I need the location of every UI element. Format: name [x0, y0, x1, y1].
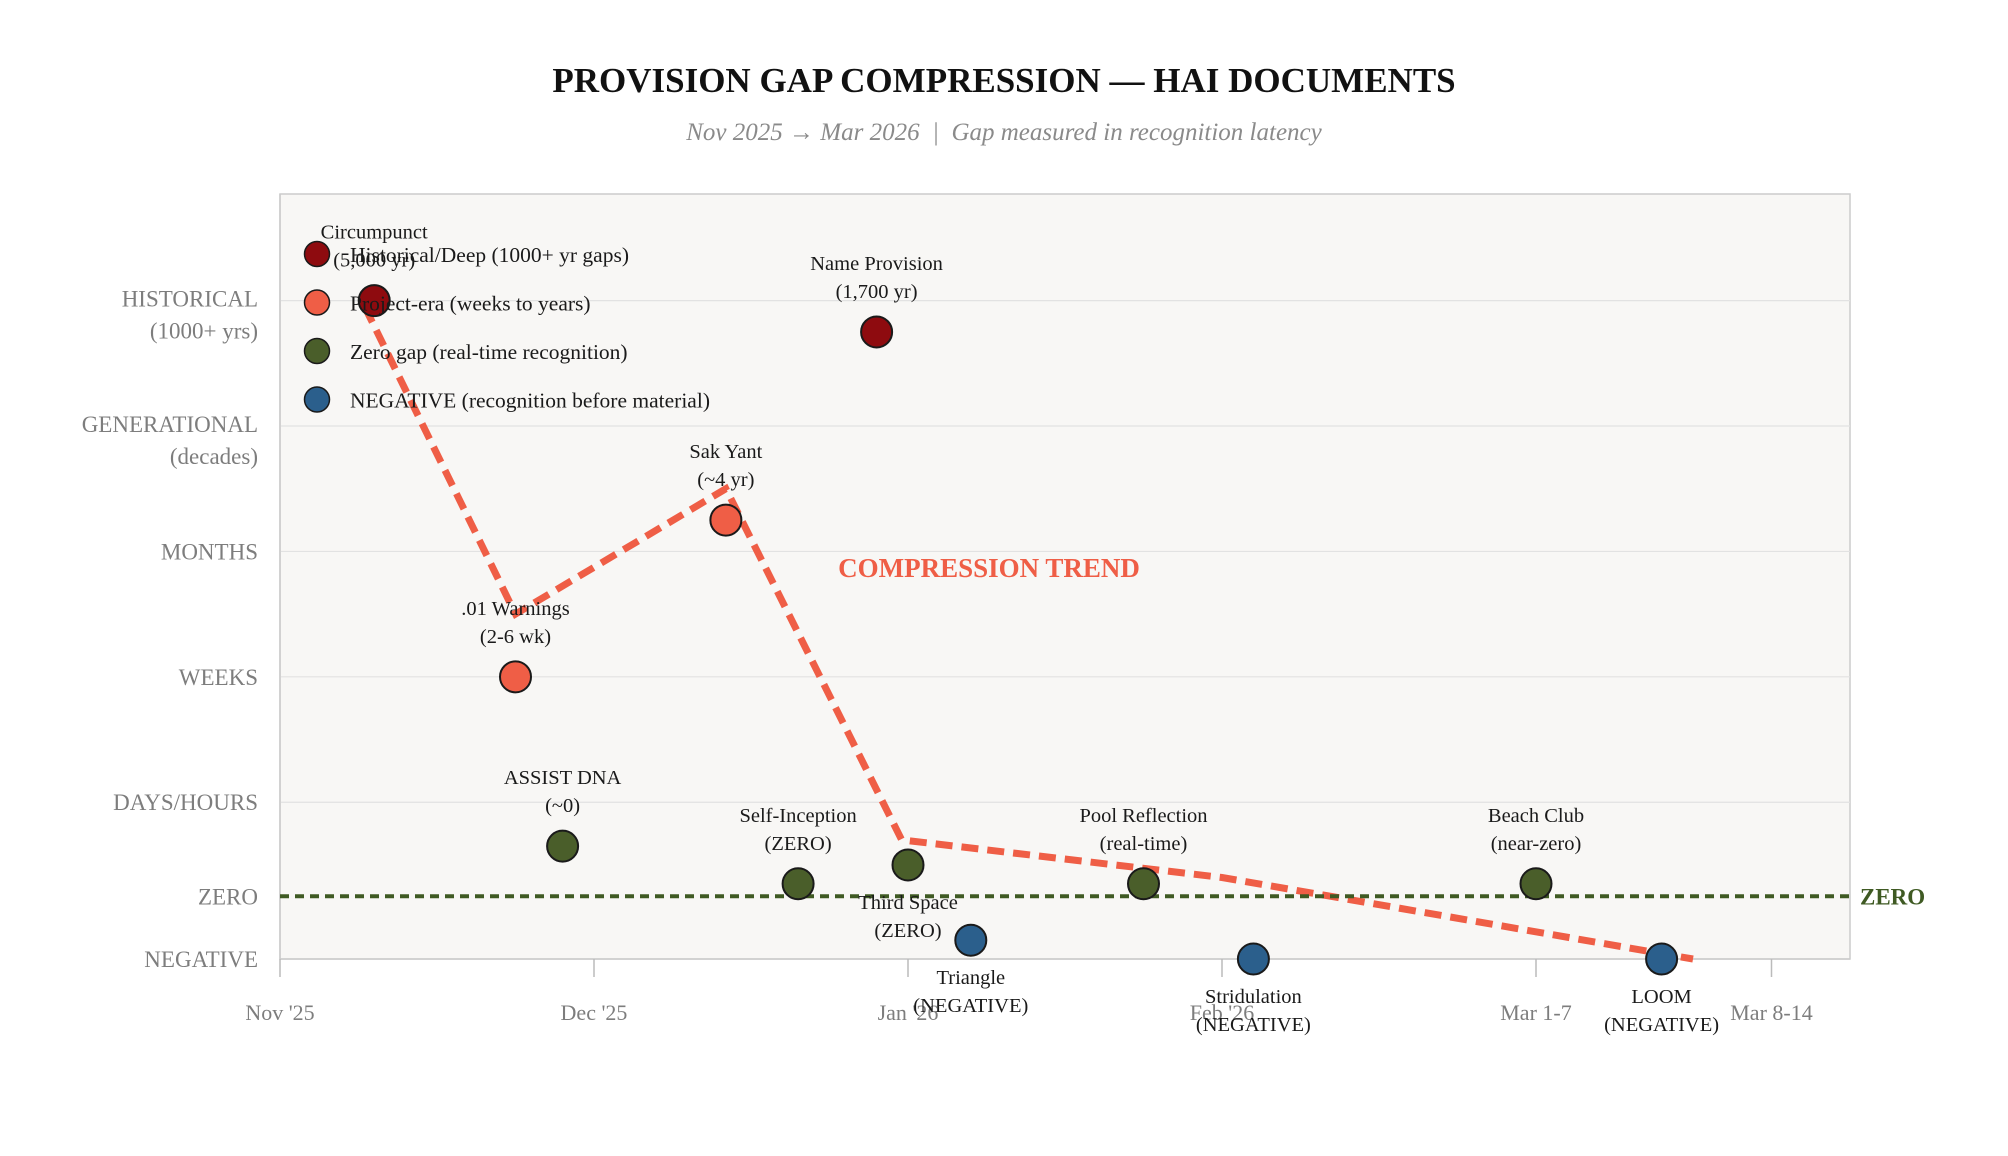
- y-tick-label: NEGATIVE: [144, 947, 258, 972]
- data-point: [1645, 942, 1679, 976]
- data-point: [781, 867, 815, 901]
- data-point: [1236, 942, 1270, 976]
- data-point: [1519, 867, 1553, 901]
- x-tick-label: Dec '25: [561, 1000, 628, 1025]
- zero-line-label: ZERO: [1860, 884, 1925, 909]
- data-points: [357, 284, 1679, 976]
- x-tick-label: Nov '25: [245, 1000, 314, 1025]
- y-tick-label: MONTHS: [161, 539, 258, 564]
- legend-swatch: [303, 337, 331, 365]
- data-point: [499, 660, 532, 694]
- legend-swatch: [303, 240, 331, 268]
- point-sublabel: (5,000 yr): [333, 250, 415, 272]
- point-sublabel: (ZERO): [765, 833, 832, 855]
- legend-entry-label: Project-era (weeks to years): [350, 292, 591, 316]
- y-tick-sublabel: (1000+ yrs): [150, 319, 258, 344]
- data-point: [860, 315, 894, 349]
- x-tick-label: Jan '26: [878, 1000, 939, 1025]
- legend-swatch: [303, 386, 331, 413]
- point-sublabel: (2-6 wk): [480, 626, 551, 648]
- point-label: Stridulation: [1205, 986, 1302, 1008]
- plot-area: [279, 193, 1851, 960]
- chart-title: PROVISION GAP COMPRESSION — HAI DOCUMENT…: [552, 61, 1455, 100]
- data-point: [357, 284, 391, 318]
- x-tick-label: Feb '26: [1190, 1000, 1254, 1025]
- point-label: Third Space: [858, 892, 958, 914]
- y-tick-label: HISTORICAL: [122, 287, 258, 312]
- y-tick-label: ZERO: [198, 884, 258, 909]
- point-label: Sak Yant: [689, 441, 762, 463]
- legend-entry-label: Historical/Deep (1000+ yr gaps): [350, 243, 629, 267]
- legend-swatch: [303, 289, 331, 316]
- x-tick-label: Mar 8-14: [1730, 1000, 1812, 1025]
- point-label: .01 Warnings: [461, 598, 569, 620]
- point-sublabel: (NEGATIVE): [1196, 1014, 1311, 1036]
- point-sublabel: (near-zero): [1491, 833, 1582, 855]
- data-point: [546, 829, 580, 863]
- y-tick-label: GENERATIONAL: [82, 412, 258, 437]
- data-point: [709, 503, 743, 537]
- data-point: [891, 848, 925, 882]
- point-labels: Circumpunct (5,000 yr) Name Provision (1,70…: [321, 222, 1719, 1036]
- compression-trend-line: [361, 305, 1694, 963]
- point-label: Circumpunct: [321, 222, 428, 244]
- point-sublabel: (~4 yr): [697, 469, 754, 491]
- point-label: Pool Reflection: [1079, 805, 1207, 827]
- y-tick-sublabel: (decades): [170, 444, 258, 469]
- x-tick-label: Mar 1-7: [1500, 1000, 1571, 1025]
- zero-line-group: ZERO: [280, 884, 1925, 909]
- point-sublabel: (ZERO): [874, 920, 941, 942]
- point-sublabel: (NEGATIVE): [1604, 1014, 1719, 1036]
- trend-line-group: COMPRESSION TREND: [361, 305, 1694, 963]
- point-label: ASSIST DNA: [504, 767, 622, 789]
- point-sublabel: (NEGATIVE): [913, 995, 1028, 1017]
- data-point: [1127, 867, 1160, 901]
- point-sublabel: (1,700 yr): [836, 281, 918, 303]
- axes: Nov '25 Dec '25 Jan '26 Feb '26 Mar 1-7 Mar 8…: [82, 194, 1850, 1025]
- chart-subtitle: Nov 2025 → Mar 2026 | Gap measured in re…: [685, 119, 1322, 146]
- point-label: Self-Inception: [739, 805, 856, 827]
- point-label: Triangle: [936, 967, 1005, 989]
- gridlines: [280, 299, 1850, 803]
- compression-trend-label: COMPRESSION TREND: [838, 553, 1140, 583]
- legend: Historical/Deep (1000+ yr gaps) Project-e…: [303, 240, 710, 413]
- legend-entry-label: NEGATIVE (recognition before material): [350, 389, 710, 413]
- y-tick-label: DAYS/HOURS: [113, 790, 258, 815]
- point-label: Name Provision: [810, 253, 943, 275]
- point-sublabel: (real-time): [1100, 833, 1188, 855]
- legend-entry-label: Zero gap (real-time recognition): [350, 340, 628, 364]
- point-sublabel: (~0): [545, 795, 580, 817]
- y-tick-label: WEEKS: [179, 665, 258, 690]
- data-point: [954, 923, 988, 957]
- point-label: Beach Club: [1488, 805, 1584, 827]
- point-label: LOOM: [1631, 986, 1691, 1008]
